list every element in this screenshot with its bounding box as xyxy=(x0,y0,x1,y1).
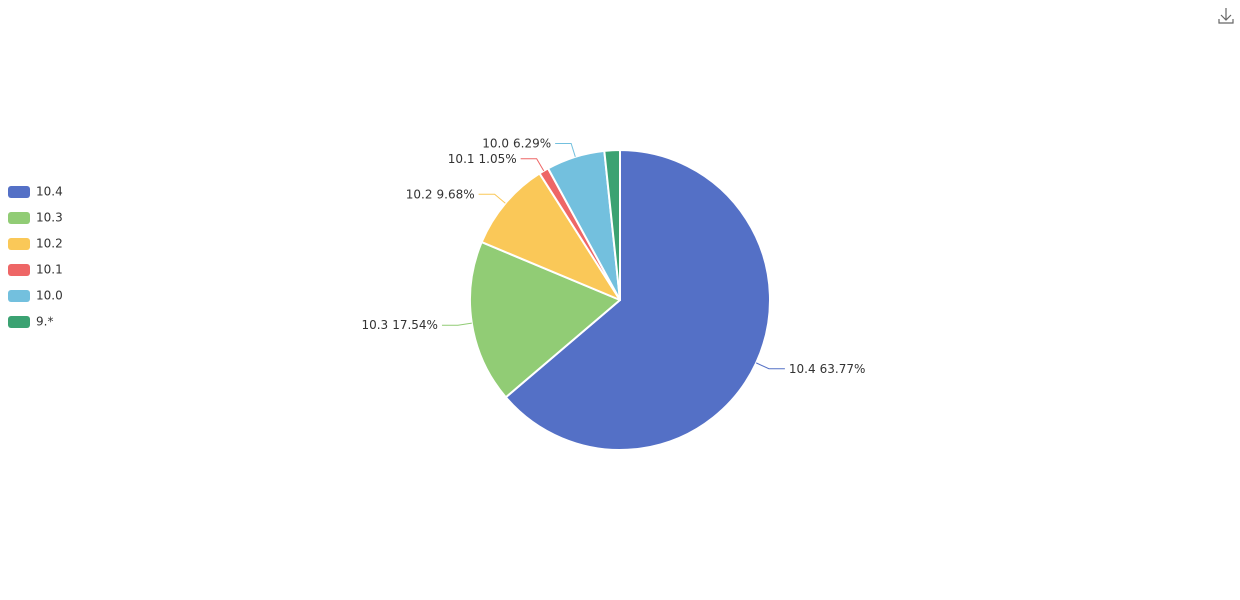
legend-label: 10.0 xyxy=(36,289,63,303)
label-line xyxy=(441,322,472,326)
legend-swatch xyxy=(8,290,30,302)
slice-label: 10.2 9.68% xyxy=(406,187,475,201)
slice-label-value: 63.77% xyxy=(820,361,866,375)
slice-label-name: 10.3 xyxy=(361,318,388,332)
slice-label-value: 1.05% xyxy=(479,151,517,165)
slice-label-name: 10.1 xyxy=(448,151,475,165)
slice-label-name: 10.4 xyxy=(789,361,816,375)
slice-label-value: 9.68% xyxy=(437,187,475,201)
label-line xyxy=(555,142,576,157)
pie-slice xyxy=(603,149,621,301)
slice-label: 10.0 6.29% xyxy=(482,136,551,150)
download-button[interactable] xyxy=(1218,8,1234,24)
slice-label: 10.1 1.05% xyxy=(448,151,517,165)
legend-swatch xyxy=(8,238,30,250)
slice-label-name: 10.0 xyxy=(482,136,509,150)
legend-swatch xyxy=(8,264,30,276)
legend-label: 10.3 xyxy=(36,211,63,225)
label-line xyxy=(478,193,506,204)
pie-slice xyxy=(480,172,621,301)
legend-swatch xyxy=(8,186,30,198)
slice-label: 10.4 63.77% xyxy=(789,361,865,375)
slice-label: 10.3 17.54% xyxy=(361,318,437,332)
legend-swatch xyxy=(8,316,30,328)
legend-label: 10.2 xyxy=(36,237,63,251)
pie-slice xyxy=(469,241,621,399)
legend-label: 9.* xyxy=(36,315,53,329)
slice-label-value: 17.54% xyxy=(392,318,438,332)
legend-label: 10.1 xyxy=(36,263,63,277)
slice-label-name: 10.2 xyxy=(406,187,433,201)
pie-slice xyxy=(504,149,771,451)
legend-label: 10.4 xyxy=(36,185,63,199)
slice-label-value: 6.29% xyxy=(513,136,551,150)
legend-swatch xyxy=(8,212,30,224)
label-line xyxy=(755,362,785,370)
label-line xyxy=(520,158,545,172)
